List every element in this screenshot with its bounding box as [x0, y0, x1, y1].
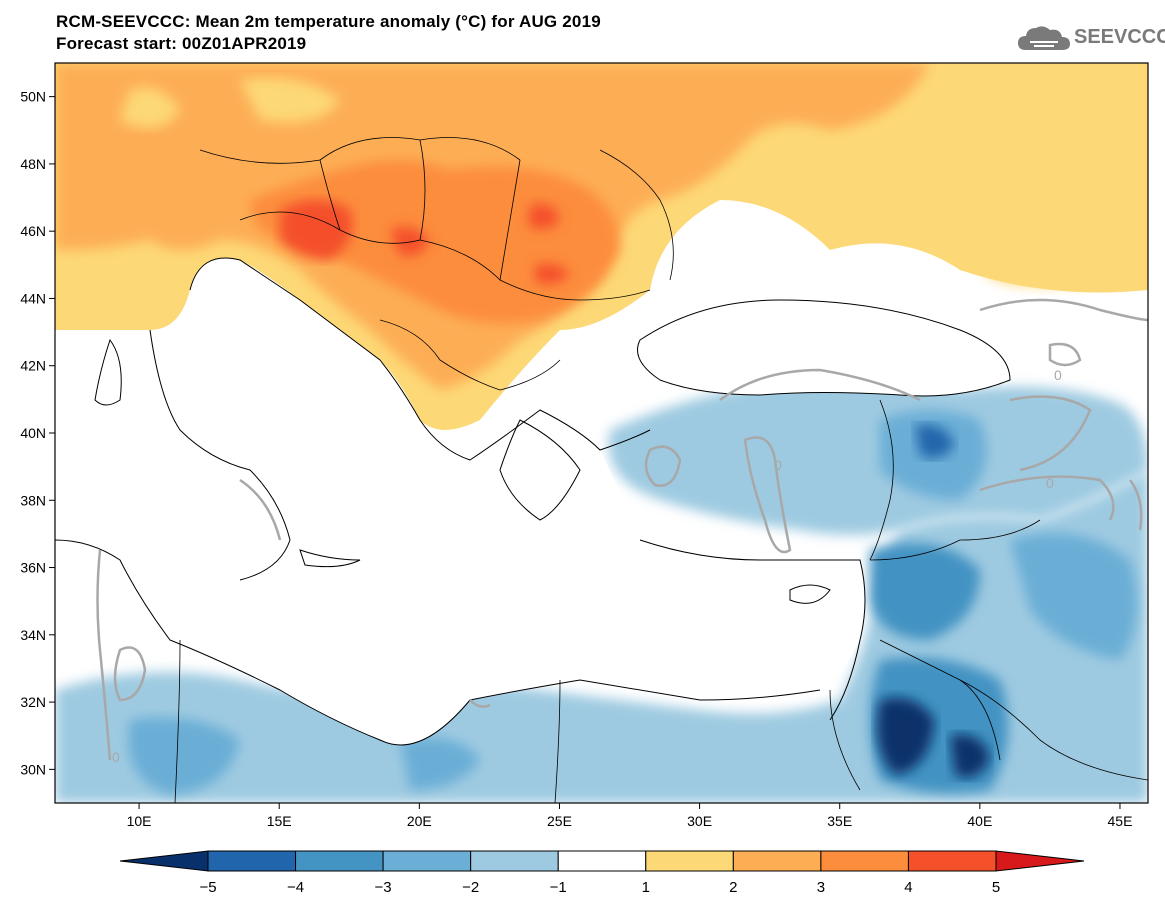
coastlines	[55, 257, 1011, 746]
lat-tick-label: 40N	[20, 425, 46, 441]
mediterranean-sea	[55, 258, 1010, 745]
lat-tick-label: 44N	[20, 290, 46, 306]
colorbar: −5 −4 −3 −2 −1 1 2 3 4 5	[119, 850, 1085, 896]
colorbar-label: 4	[904, 879, 912, 896]
lat-tick-label: 42N	[20, 358, 46, 374]
latitude-axis: 50N 48N 46N 44N 42N 40N 38N 36N 34N 32N 30N	[20, 89, 55, 777]
lon-tick-label: 35E	[827, 813, 852, 829]
colorbar-label: −4	[287, 879, 304, 896]
colorbar-segment	[907, 850, 997, 872]
colorbar-segment	[207, 850, 297, 872]
colorbar-segment	[820, 850, 909, 872]
lon-tick-label: 40E	[967, 813, 992, 829]
seevccc-logo: SEEVCCC	[1016, 20, 1165, 56]
lon-tick-label: 15E	[267, 813, 292, 829]
cool-anomaly-field	[55, 376, 1148, 803]
colorbar-label: 5	[992, 879, 1000, 896]
country-borders	[174, 137, 1148, 803]
map-title: RCM-SEEVCCC: Mean 2m temperature anomaly…	[56, 12, 601, 31]
colorbar-label: 2	[729, 879, 737, 896]
colorbar-segment	[732, 850, 822, 872]
colorbar-segment	[295, 850, 384, 872]
lat-tick-label: 38N	[20, 492, 46, 508]
contour-label: 0	[1054, 367, 1062, 383]
colorbar-label: 1	[642, 879, 650, 896]
colorbar-label: −5	[199, 879, 216, 896]
colorbar-over-triangle	[995, 850, 1085, 872]
contour-label: 0	[774, 457, 782, 473]
colorbar-under-triangle	[119, 850, 209, 872]
longitude-axis: 10E 15E 20E 25E 30E 35E 40E 45E	[127, 803, 1133, 829]
colorbar-label: −1	[550, 879, 567, 896]
lon-tick-label: 10E	[127, 813, 152, 829]
lat-tick-label: 48N	[20, 156, 46, 172]
colorbar-segment	[382, 850, 472, 872]
lat-tick-label: 34N	[20, 627, 46, 643]
contour-label: 0	[1046, 475, 1054, 491]
lat-tick-label: 32N	[20, 694, 46, 710]
cloud-icon	[1018, 26, 1070, 50]
lat-tick-label: 36N	[20, 560, 46, 576]
colorbar-label: −3	[375, 879, 392, 896]
colorbar-label: −2	[462, 879, 479, 896]
forecast-start: Forecast start: 00Z01APR2019	[56, 34, 307, 53]
colorbar-segment	[645, 850, 734, 872]
contour-label: 0	[112, 749, 120, 765]
lon-tick-label: 45E	[1108, 813, 1133, 829]
lon-tick-label: 20E	[407, 813, 432, 829]
colorbar-segment	[557, 850, 647, 872]
colorbar-segment	[470, 850, 559, 872]
logo-text: SEEVCCC	[1074, 26, 1165, 48]
lat-tick-label: 50N	[20, 89, 46, 105]
zero-contour-lines	[96, 298, 1148, 761]
lat-tick-label: 30N	[20, 761, 46, 777]
lon-tick-label: 25E	[547, 813, 572, 829]
lon-tick-label: 30E	[687, 813, 712, 829]
lat-tick-label: 46N	[20, 223, 46, 239]
colorbar-label: 3	[817, 879, 825, 896]
